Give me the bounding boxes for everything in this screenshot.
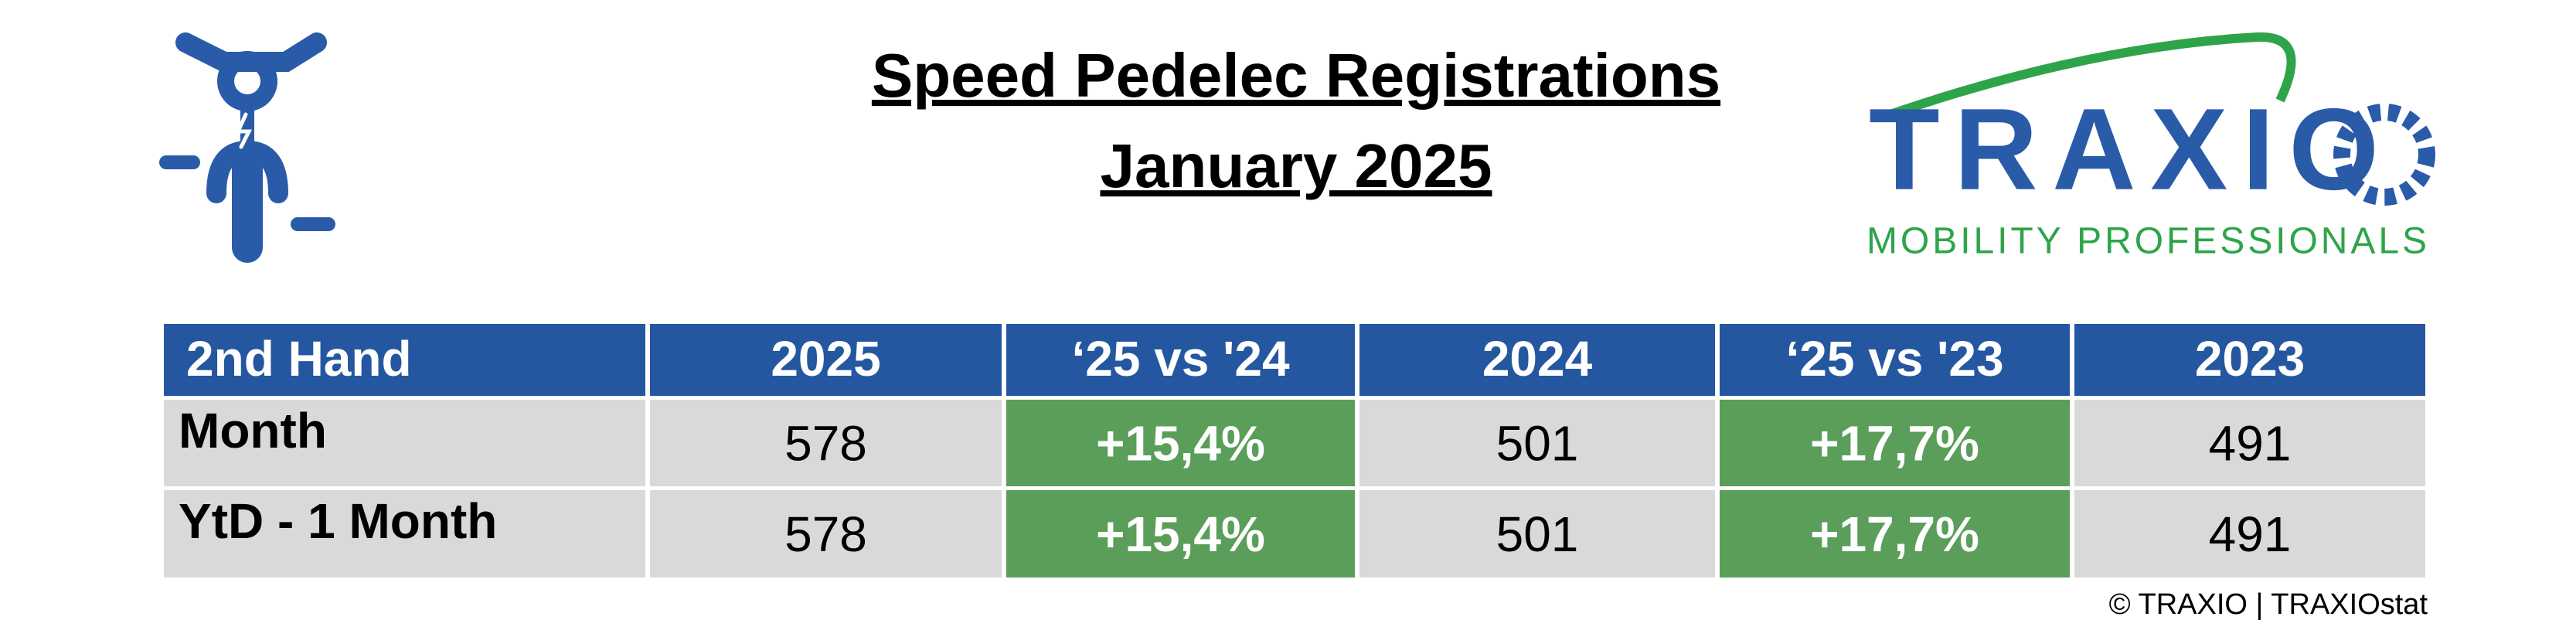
header-cell	[1720, 324, 2070, 396]
table-cell	[164, 490, 645, 578]
header-cell	[2074, 324, 2425, 396]
table-cell	[1720, 490, 2070, 578]
logo-tagline: MOBILITY PROFESSIONALS	[1866, 221, 2427, 262]
cell-value: +17,7%	[1810, 506, 1979, 562]
cell-value: +17,7%	[1810, 415, 1979, 471]
column-header: 2024	[1482, 331, 1593, 387]
table-cell	[1006, 400, 1355, 486]
cell-value: 578	[784, 506, 867, 562]
header-cell	[164, 324, 645, 396]
scooter-icon	[159, 32, 335, 263]
cell-value: 491	[2209, 506, 2292, 562]
column-header: 2nd Hand	[186, 331, 412, 387]
cell-value: 501	[1496, 506, 1579, 562]
table-cell	[2074, 400, 2425, 486]
table-cell	[1006, 490, 1355, 578]
table: 2nd Hand 2025 ‘25 vs '24 2024 ‘25 vs '23 2023…	[164, 324, 2425, 578]
title: January 2025	[1100, 131, 1492, 200]
header-cell	[1359, 324, 1715, 396]
table-cell	[2074, 490, 2425, 578]
traxio-logo: TRAXIO MOBILITY PROFESSIONALS	[1866, 32, 2435, 262]
table-cell	[1359, 490, 1715, 578]
table-cell	[650, 400, 1002, 486]
column-header: 2023	[2195, 331, 2305, 387]
title: Speed Pedelec Registrations	[872, 41, 1720, 110]
cell-value: 578	[784, 415, 867, 471]
row-label: YtD - 1 Month	[179, 493, 497, 549]
column-header: ‘25 vs '23	[1785, 331, 2003, 387]
logo-name: TRAXIO	[1869, 84, 2379, 214]
footer: © TRAXIO | TRAXIOstat	[2109, 588, 2428, 621]
header-cell	[1006, 324, 1355, 396]
column-header: ‘25 vs '24	[1071, 331, 1290, 387]
cell-value: 491	[2209, 415, 2292, 471]
cell-value: 501	[1496, 415, 1579, 471]
row-label: Month	[179, 403, 327, 458]
column-header: 2025	[771, 331, 880, 387]
table-cell	[1359, 400, 1715, 486]
table-cell	[1720, 400, 2070, 486]
cell-value: +15,4%	[1096, 506, 1265, 562]
cell-value: +15,4%	[1096, 415, 1265, 471]
header-cell	[650, 324, 1002, 396]
table-cell	[164, 400, 645, 486]
table-cell	[650, 490, 1002, 578]
